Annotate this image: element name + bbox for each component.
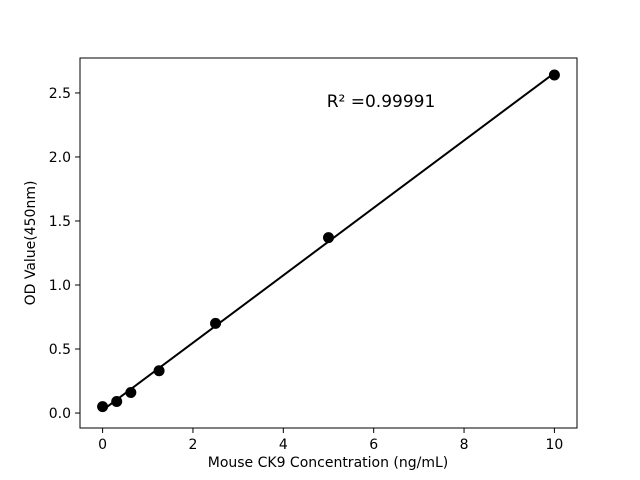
y-tick-label: 0.0 [49, 406, 71, 422]
data-point [323, 232, 334, 244]
y-tick-label: 2.5 [49, 86, 71, 102]
x-tick-label: 2 [188, 437, 197, 453]
y-tick-label: 1.5 [49, 214, 71, 230]
x-tick-label: 10 [545, 437, 563, 453]
y-tick-label: 0.5 [49, 342, 71, 358]
axes-spines [79, 57, 578, 429]
y-axis-label: OD Value(450nm) [23, 181, 39, 306]
data-point [153, 365, 165, 377]
x-tick-label: 6 [369, 437, 378, 453]
y-tick-label: 1.0 [49, 278, 71, 294]
x-tick-label: 8 [460, 437, 469, 453]
r-squared-annotation: R² =0.99991 [327, 92, 436, 112]
x-tick-label: 4 [279, 437, 288, 453]
x-axis-label: Mouse CK9 Concentration (ng/mL) [208, 455, 449, 471]
data-point [125, 387, 137, 399]
plot-content: 0 2 4 6 8 10 0.0 0.5 1.0 1.5 2.0 2.5 [49, 69, 563, 453]
y-tick-label: 2.0 [49, 150, 71, 166]
data-point [111, 395, 123, 407]
x-tick-label: 0 [98, 437, 107, 453]
data-point [210, 317, 222, 329]
data-point [97, 401, 109, 413]
data-point [548, 69, 560, 81]
